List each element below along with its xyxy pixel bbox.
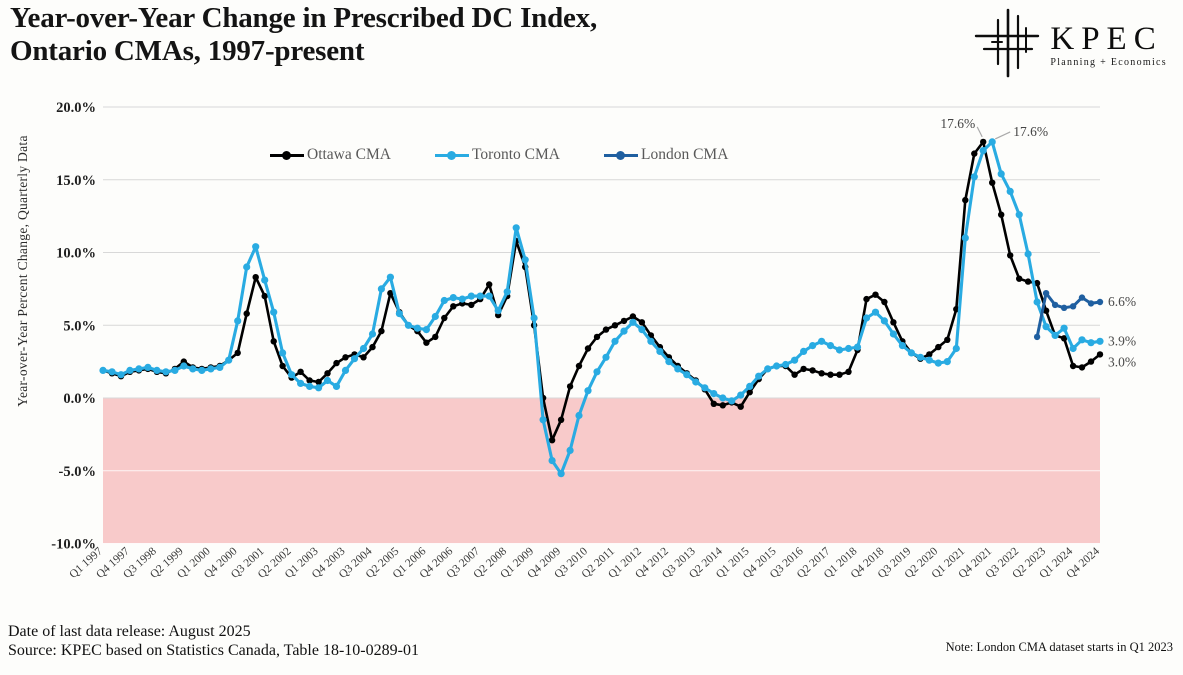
title-line-2: Ontario CMAs, 1997-present [10, 35, 365, 68]
svg-text:17.6%: 17.6% [1013, 124, 1048, 139]
legend-line-marker [270, 150, 304, 160]
svg-text:20.0%: 20.0% [56, 100, 96, 116]
svg-text:Year-over-Year Percent Change,: Year-over-Year Percent Change, Quarterly… [15, 135, 30, 407]
svg-text:15.0%: 15.0% [56, 173, 96, 189]
chart-legend: Ottawa CMA Toronto CMA London CMA [270, 146, 728, 164]
legend-label: London CMA [641, 146, 729, 163]
london-note-text: Note: London CMA dataset starts in Q1 20… [945, 640, 1173, 654]
page-title: Year-over-Year Change in Prescribed DC I… [10, 2, 597, 69]
title-line-1: Year-over-Year Change in Prescribed DC I… [10, 2, 598, 34]
svg-text:6.6%: 6.6% [1108, 294, 1136, 309]
svg-text:5.0%: 5.0% [63, 318, 96, 334]
legend-item-london-cma: London CMA [604, 146, 728, 164]
svg-text:-10.0%: -10.0% [51, 537, 96, 553]
logo-name: KPEC [1050, 21, 1163, 57]
svg-text:3.0%: 3.0% [1108, 354, 1136, 369]
logo-tagline: Planning + Economics [1050, 57, 1167, 68]
svg-text:0.0%: 0.0% [63, 391, 96, 407]
legend-label: Toronto CMA [471, 146, 560, 163]
legend-label: Ottawa CMA [307, 146, 391, 163]
legend-item-toronto-cma: Toronto CMA [434, 146, 560, 164]
legend-line-marker [604, 150, 638, 160]
svg-text:-5.0%: -5.0% [59, 464, 96, 480]
legend-item-ottawa-cma: Ottawa CMA [270, 146, 391, 164]
footer: Date of last data release: August 2025 S… [8, 622, 419, 660]
release-date-text: Date of last data release: August 2025 [8, 623, 251, 640]
svg-text:10.0%: 10.0% [56, 246, 96, 262]
legend-line-marker [434, 150, 469, 160]
svg-text:3.9%: 3.9% [1108, 333, 1136, 348]
svg-text:17.6%: 17.6% [940, 116, 975, 131]
kpec-logo-icon [968, 4, 1046, 87]
kpec-logo: KPEC Planning + Economics [968, 4, 1167, 87]
source-text: Source: KPEC based on Statistics Canada,… [8, 642, 419, 660]
